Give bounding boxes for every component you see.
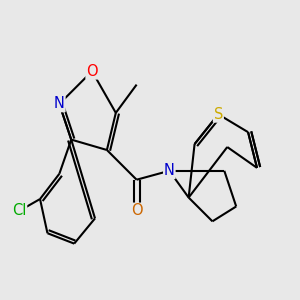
Text: O: O xyxy=(131,203,142,218)
Text: N: N xyxy=(54,96,65,111)
Text: Cl: Cl xyxy=(12,203,26,218)
Text: O: O xyxy=(86,64,98,79)
Text: S: S xyxy=(214,107,223,122)
Text: N: N xyxy=(164,163,175,178)
